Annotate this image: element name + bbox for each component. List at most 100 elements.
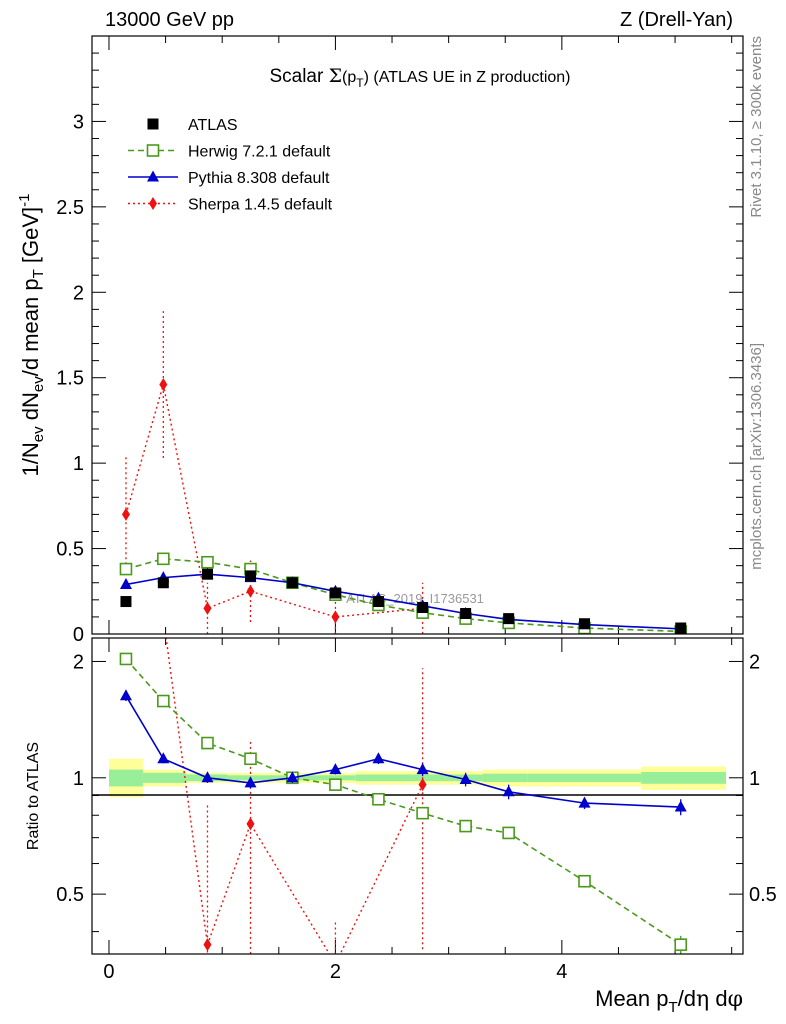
ratio-band-inner [142, 772, 186, 783]
y-tick-label: 2.5 [56, 197, 84, 219]
ratio-sherpa-point [203, 938, 212, 952]
main-atlas-point [675, 622, 687, 634]
main-sherpa-point [159, 378, 168, 392]
x-axis-title: Mean pT/dη dφ [595, 986, 743, 1016]
ratio-pythia-point [459, 772, 472, 784]
ratio-herwig-point [459, 819, 472, 833]
ratio-uncertainty-bands [108, 758, 727, 798]
ratio-band-inner [527, 773, 642, 783]
legend-item: Pythia 8.308 default [128, 170, 330, 187]
ratio-axis-ticks [92, 638, 743, 954]
ratio-herwig-point [329, 778, 342, 791]
ratio-band-inner [641, 772, 727, 784]
main-herwig-point [201, 555, 214, 569]
main-y-axis-title: 1/Nev dNev/d mean pT [GeV]-1 [16, 194, 47, 477]
y-tick-label: 2 [73, 282, 84, 304]
ratio-herwig-point [578, 874, 591, 888]
ratio-panel: 0.5 0.5 1 1 2 2 0 2 4 Ratio to ATLAS [25, 637, 777, 983]
legend-marker [147, 118, 159, 130]
y-tick-label: 1.5 [56, 368, 84, 390]
legend-label: Sherpa 1.4.5 default [188, 197, 333, 214]
ratio-pythia-point [119, 689, 132, 701]
ratio-y-tick-label-right: 0.5 [749, 884, 777, 906]
x-tick-label: 0 [103, 961, 114, 983]
ratio-herwig-point [416, 806, 429, 820]
ratio-pythia-point [674, 800, 687, 812]
ratio-sherpa-point [418, 778, 427, 792]
y-tick-label: 0.5 [56, 539, 84, 561]
ratio-pythia-point [416, 763, 429, 775]
ratio-herwig-point [372, 792, 385, 806]
y-tick-label: 3 [73, 111, 84, 133]
ratio-y-tick-label-right: 1 [749, 768, 760, 790]
legend-item: Herwig 7.2.1 default [128, 144, 331, 161]
ratio-pythia-point [502, 785, 515, 797]
main-atlas-point [329, 587, 341, 599]
main-frame [91, 35, 744, 635]
main-herwig-point [157, 552, 170, 566]
main-axis-ticks [92, 35, 743, 635]
main-atlas-point [503, 613, 515, 625]
ratio-y-tick-label: 0.5 [56, 884, 84, 906]
mcplots-source-label: mcplots.cern.ch [arXiv:1306.3436] [748, 343, 765, 570]
ratio-herwig-point [674, 938, 688, 951]
ratio-herwig-point [119, 652, 133, 666]
ratio-y-tick-label: 2 [73, 651, 84, 673]
main-title: Scalar Σ(pT) (ATLAS UE in Z production) [269, 65, 570, 90]
main-series-layer [119, 311, 688, 634]
main-herwig-line [125, 558, 681, 633]
rivet-version-label: Rivet 3.1.10, ≥ 300k events [748, 36, 765, 218]
ratio-herwig-point [157, 694, 170, 708]
legend-item: Sherpa 1.4.5 default [128, 197, 333, 214]
legend: ATLAS Herwig 7.2.1 default Pythia 8.308 de… [128, 117, 333, 214]
ratio-y-axis-title: Ratio to ATLAS [25, 742, 42, 850]
ratio-herwig-line [125, 658, 682, 946]
ratio-herwig-point [502, 826, 515, 840]
main-atlas-point [417, 602, 429, 614]
ratio-band-inner [108, 769, 143, 787]
legend-marker [147, 170, 159, 182]
main-herwig-point [119, 562, 133, 576]
main-atlas-point [157, 577, 169, 589]
ratio-pythia-point [157, 752, 170, 764]
ratio-tick-labels: 0.5 0.5 1 1 2 2 0 2 4 [56, 651, 777, 983]
ratio-y-tick-label-right: 2 [749, 651, 760, 673]
ratio-sherpa-line [165, 638, 209, 945]
ratio-band-inner [482, 773, 528, 783]
y-tick-label: 0 [73, 624, 84, 646]
legend-marker [149, 197, 157, 210]
ratio-pythia-point [244, 776, 257, 788]
main-sherpa-point [203, 601, 212, 615]
legend-label: ATLAS [188, 117, 238, 134]
main-sherpa-point [121, 507, 130, 521]
ratio-frame [91, 637, 744, 955]
ratio-pythia-point [201, 771, 214, 783]
ratio-herwig-point [244, 752, 257, 766]
ratio-band-inner [355, 774, 483, 782]
main-atlas-point [120, 596, 132, 608]
ratio-herwig-point [201, 736, 214, 750]
main-atlas-point [201, 568, 213, 580]
main-sherpa-line [125, 384, 423, 618]
ratio-y-tick-label: 1 [73, 768, 84, 790]
main-pythia-point [119, 577, 132, 589]
ratio-series-layer [119, 638, 688, 954]
energy-label: 13000 GeV pp [105, 9, 234, 31]
legend-label: Pythia 8.308 default [188, 170, 330, 187]
legend-label: Herwig 7.2.1 default [188, 144, 331, 161]
x-tick-label: 2 [330, 961, 341, 983]
legend-item: ATLAS [147, 117, 238, 134]
y-tick-label: 1 [73, 453, 84, 475]
ratio-pythia-point [286, 771, 299, 783]
main-sherpa-point [246, 584, 255, 598]
main-atlas-point [460, 607, 472, 619]
main-atlas-point [286, 577, 298, 589]
process-label: Z (Drell-Yan) [620, 9, 733, 31]
main-tick-labels: 0 0.5 1 1.5 2 2.5 3 [56, 111, 84, 646]
ratio-pythia-point [372, 752, 385, 764]
main-panel: ATLAS_2019_I1736531 00.511.522.53 Scalar… [16, 35, 744, 646]
ratio-sherpa-point [246, 817, 255, 831]
ratio-sherpa-line [206, 784, 424, 954]
main-atlas-point [245, 570, 257, 582]
